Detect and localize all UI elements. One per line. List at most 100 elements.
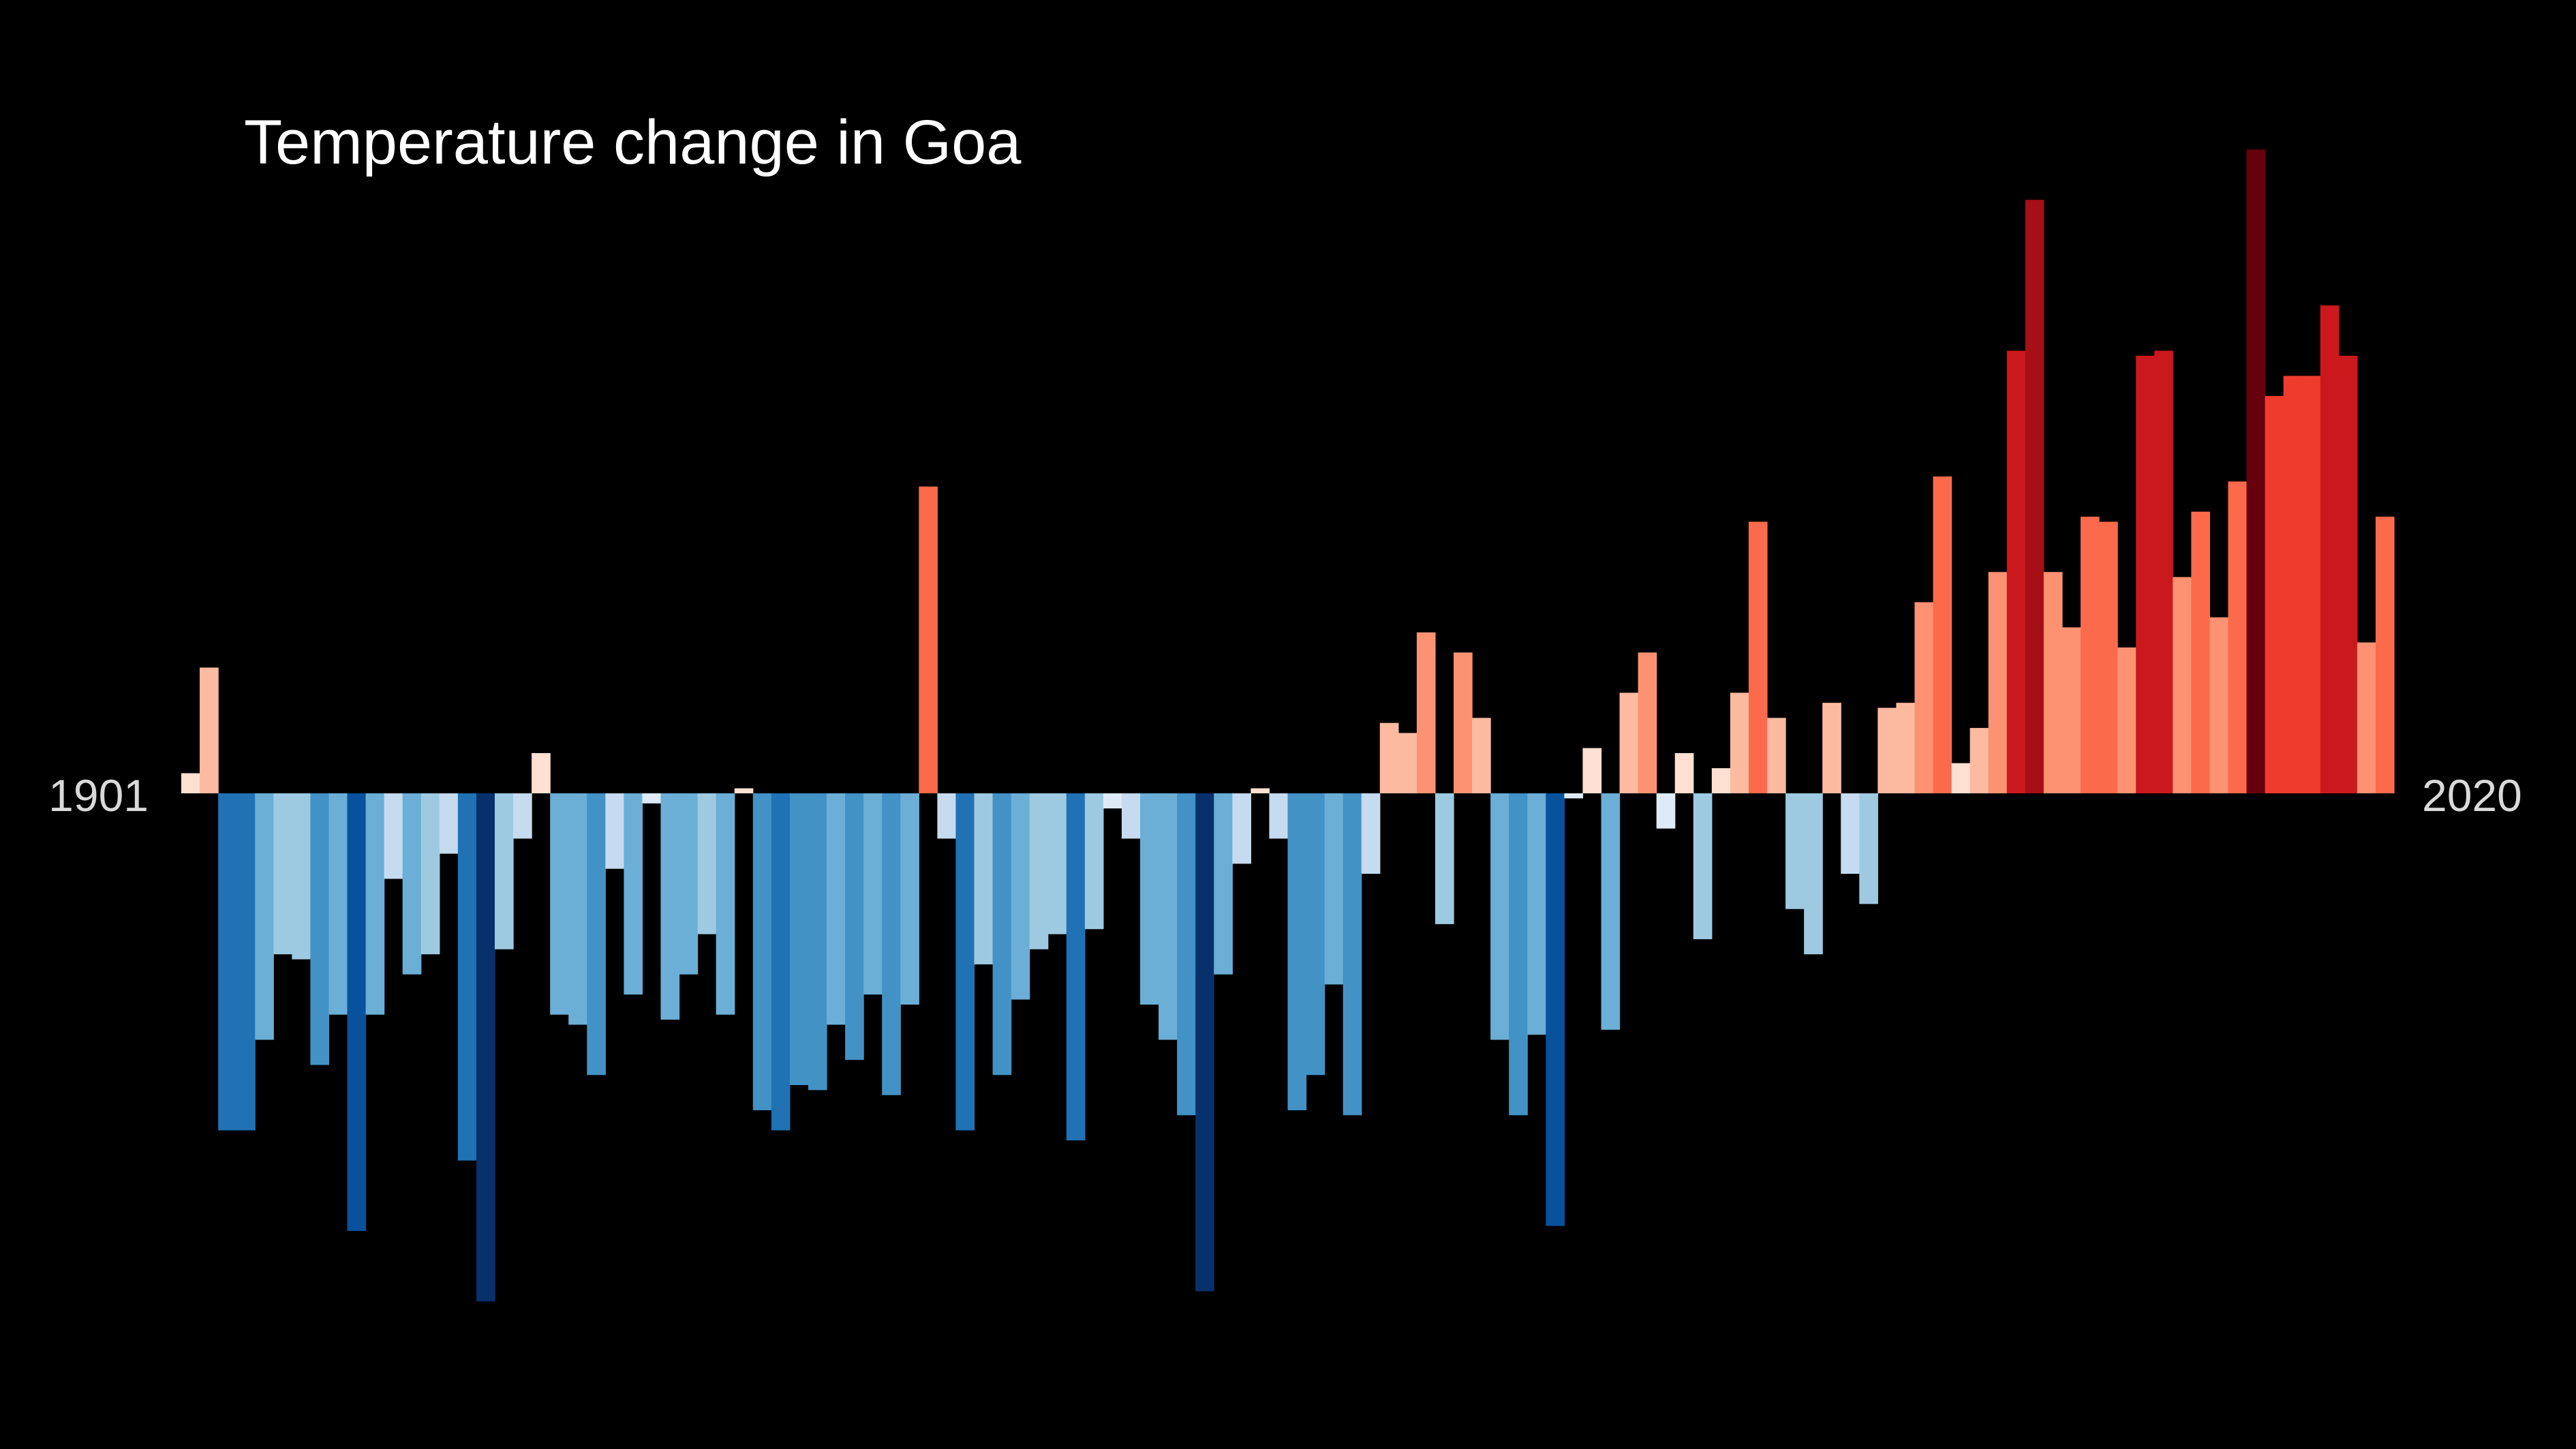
bar-1917 bbox=[476, 793, 495, 1301]
bar-1926 bbox=[642, 793, 661, 804]
bar-1988 bbox=[1785, 793, 1805, 909]
bar-1960 bbox=[1269, 793, 1288, 838]
chart-title: Temperature change in Goa bbox=[244, 108, 1022, 177]
bar-1916 bbox=[458, 793, 477, 1161]
bar-1905 bbox=[255, 793, 274, 1040]
bar-1954 bbox=[1159, 793, 1178, 1040]
bar-1911 bbox=[366, 793, 385, 1015]
bar-1969 bbox=[1435, 793, 1454, 924]
bar-1983 bbox=[1693, 793, 1713, 939]
bar-1964 bbox=[1343, 793, 1362, 1115]
bar-1995 bbox=[1914, 603, 1933, 793]
bar-1974 bbox=[1527, 793, 1546, 1035]
bar-2003 bbox=[2062, 627, 2081, 793]
bar-1901 bbox=[181, 773, 200, 793]
bar-1941 bbox=[919, 487, 938, 793]
bar-1944 bbox=[975, 793, 994, 964]
bars-group bbox=[181, 149, 2395, 1301]
bar-2017 bbox=[2320, 305, 2340, 793]
bar-1973 bbox=[1509, 793, 1528, 1115]
bar-1906 bbox=[273, 793, 292, 954]
bar-1987 bbox=[1767, 718, 1786, 793]
bar-1968 bbox=[1417, 632, 1436, 793]
bar-2001 bbox=[2025, 200, 2044, 793]
bar-2018 bbox=[2339, 356, 2358, 793]
bar-2008 bbox=[2154, 351, 2173, 793]
bar-1976 bbox=[1564, 793, 1583, 798]
bar-1910 bbox=[348, 793, 367, 1231]
bar-1992 bbox=[1859, 793, 1878, 904]
bar-1950 bbox=[1085, 793, 1104, 929]
bar-1919 bbox=[513, 793, 532, 838]
bar-1970 bbox=[1454, 652, 1473, 793]
bar-1927 bbox=[661, 793, 680, 1020]
bar-1963 bbox=[1325, 793, 1344, 984]
bar-1971 bbox=[1472, 718, 1491, 793]
bar-1942 bbox=[937, 793, 956, 838]
bar-2020 bbox=[2376, 517, 2395, 793]
bar-1949 bbox=[1067, 793, 1086, 1140]
bar-1931 bbox=[735, 789, 754, 793]
bar-2000 bbox=[2007, 351, 2026, 793]
bar-1918 bbox=[495, 793, 514, 949]
start-year-label: 1901 bbox=[48, 770, 149, 821]
bar-1939 bbox=[882, 793, 901, 1095]
bar-1928 bbox=[679, 793, 699, 975]
bar-1929 bbox=[698, 793, 717, 934]
bar-1930 bbox=[716, 793, 735, 1015]
bar-2006 bbox=[2117, 647, 2136, 793]
bar-1934 bbox=[790, 793, 809, 1085]
bar-1994 bbox=[1896, 703, 1915, 793]
bar-2009 bbox=[2173, 577, 2192, 793]
bar-1984 bbox=[1712, 768, 1731, 793]
bar-1993 bbox=[1877, 708, 1897, 793]
bar-1951 bbox=[1103, 793, 1122, 808]
bar-1999 bbox=[1989, 572, 2008, 793]
bar-1908 bbox=[310, 793, 329, 1065]
bar-1915 bbox=[440, 793, 459, 854]
bar-1902 bbox=[200, 668, 219, 794]
bar-1977 bbox=[1582, 748, 1601, 793]
bar-2007 bbox=[2136, 356, 2155, 793]
bar-1985 bbox=[1730, 692, 1749, 793]
bar-2005 bbox=[2099, 521, 2118, 793]
bar-1909 bbox=[328, 793, 348, 1015]
bar-1989 bbox=[1804, 793, 1823, 954]
bar-1937 bbox=[845, 793, 864, 1060]
bar-1955 bbox=[1177, 793, 1196, 1115]
bar-1920 bbox=[532, 753, 551, 793]
bar-2019 bbox=[2357, 643, 2376, 793]
bar-1935 bbox=[808, 793, 827, 1090]
bar-1959 bbox=[1251, 789, 1270, 793]
bar-1933 bbox=[771, 793, 791, 1130]
bar-1967 bbox=[1398, 733, 1417, 793]
bar-1913 bbox=[403, 793, 422, 975]
bar-1979 bbox=[1620, 692, 1639, 793]
bar-1991 bbox=[1841, 793, 1860, 874]
bar-2016 bbox=[2302, 376, 2321, 793]
bar-2004 bbox=[2081, 517, 2100, 793]
bar-1962 bbox=[1306, 793, 1325, 1075]
bar-1904 bbox=[236, 793, 256, 1130]
bar-2012 bbox=[2228, 481, 2247, 793]
bar-1945 bbox=[993, 793, 1012, 1075]
bar-1957 bbox=[1214, 793, 1233, 975]
bar-1922 bbox=[568, 793, 587, 1024]
bar-1953 bbox=[1140, 793, 1159, 1005]
bar-1924 bbox=[605, 793, 624, 869]
bar-1938 bbox=[863, 793, 883, 994]
bar-1940 bbox=[900, 793, 919, 1005]
bar-1921 bbox=[550, 793, 569, 1015]
bar-1966 bbox=[1380, 723, 1399, 793]
bar-1907 bbox=[292, 793, 311, 960]
bar-1978 bbox=[1601, 793, 1620, 1030]
bar-1943 bbox=[955, 793, 975, 1130]
bar-2015 bbox=[2284, 376, 2303, 793]
bar-1946 bbox=[1011, 793, 1030, 1000]
bar-1982 bbox=[1675, 753, 1694, 793]
bar-1972 bbox=[1490, 793, 1509, 1040]
bar-1903 bbox=[218, 793, 237, 1130]
bar-1980 bbox=[1638, 652, 1657, 793]
bar-2002 bbox=[2044, 572, 2063, 793]
